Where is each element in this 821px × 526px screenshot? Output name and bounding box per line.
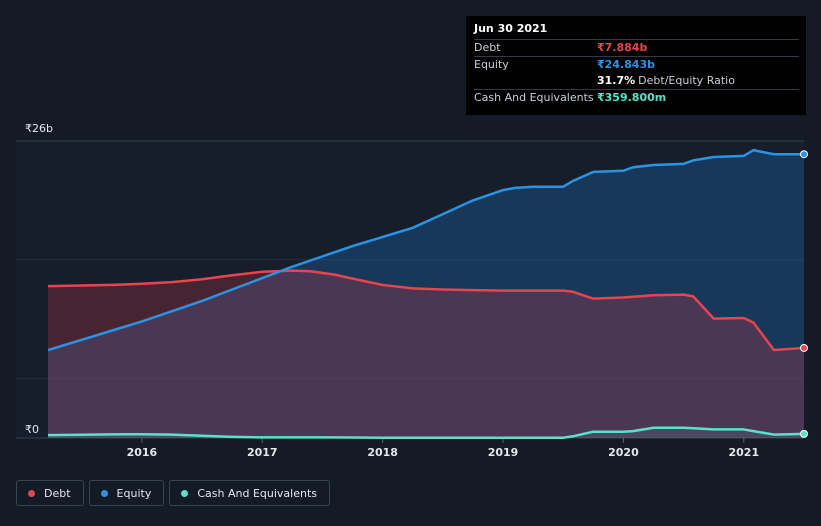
x-tick-label: 2020 [608, 446, 639, 459]
tooltip-date: Jun 30 2021 [474, 22, 548, 35]
plot-background [16, 141, 804, 438]
debt-end-marker [800, 343, 808, 352]
x-tick-label: 2017 [247, 446, 278, 459]
tooltip-row-debt: Debt ₹7.884b [474, 39, 799, 56]
cash-area [48, 427, 804, 438]
tooltip-ratio-value: 31.7% [597, 74, 636, 87]
debt-dot-icon [28, 489, 35, 497]
y-tick-label: ₹26b [25, 122, 53, 135]
tooltip-row-cash: Cash And Equivalents ₹359.800m [474, 89, 799, 106]
debt-area [48, 270, 804, 438]
legend-label-cash: Cash And Equivalents [197, 486, 317, 500]
debt-line [47, 269, 805, 352]
cash-line [47, 426, 805, 440]
data-tooltip: Jun 30 2021 Debt ₹7.884b Equity ₹24.843b… [466, 16, 806, 115]
equity-dot-icon [100, 489, 108, 497]
x-tick-label: 2019 [488, 446, 519, 459]
tooltip-debt-value: ₹7.884b [597, 41, 648, 54]
equity-line [47, 148, 804, 352]
legend-label-debt: Debt [44, 486, 71, 500]
y-tick-label: ₹0 [25, 423, 39, 436]
x-tick-label: 2016 [127, 446, 158, 459]
legend-label-equity: Equity [116, 486, 152, 500]
tooltip-cash-label: Cash And Equivalents [474, 91, 594, 104]
x-tick-label: 2018 [367, 446, 398, 459]
tooltip-equity-value: ₹24.843b [597, 58, 655, 71]
tooltip-equity-label: Equity [474, 58, 509, 71]
cash-dot-icon [181, 489, 189, 497]
equity-area [48, 150, 804, 438]
legend-item-cash[interactable]: Cash And Equivalents [169, 480, 330, 506]
tooltip-row-ratio: 31.7% Debt/Equity Ratio [474, 73, 799, 89]
x-tick-label: 2021 [728, 446, 759, 459]
tooltip-ratio-label: Debt/Equity Ratio [638, 74, 735, 87]
tooltip-debt-label: Debt [474, 41, 501, 54]
tooltip-cash-value: ₹359.800m [597, 91, 667, 104]
legend-item-debt[interactable]: Debt [16, 480, 84, 506]
legend-item-equity[interactable]: Equity [88, 480, 165, 506]
chart-legend: Debt Equity Cash And Equivalents [16, 480, 330, 506]
cash-end-marker [800, 429, 808, 438]
equity-end-marker [800, 150, 808, 159]
tooltip-row-equity: Equity ₹24.843b [474, 56, 799, 73]
